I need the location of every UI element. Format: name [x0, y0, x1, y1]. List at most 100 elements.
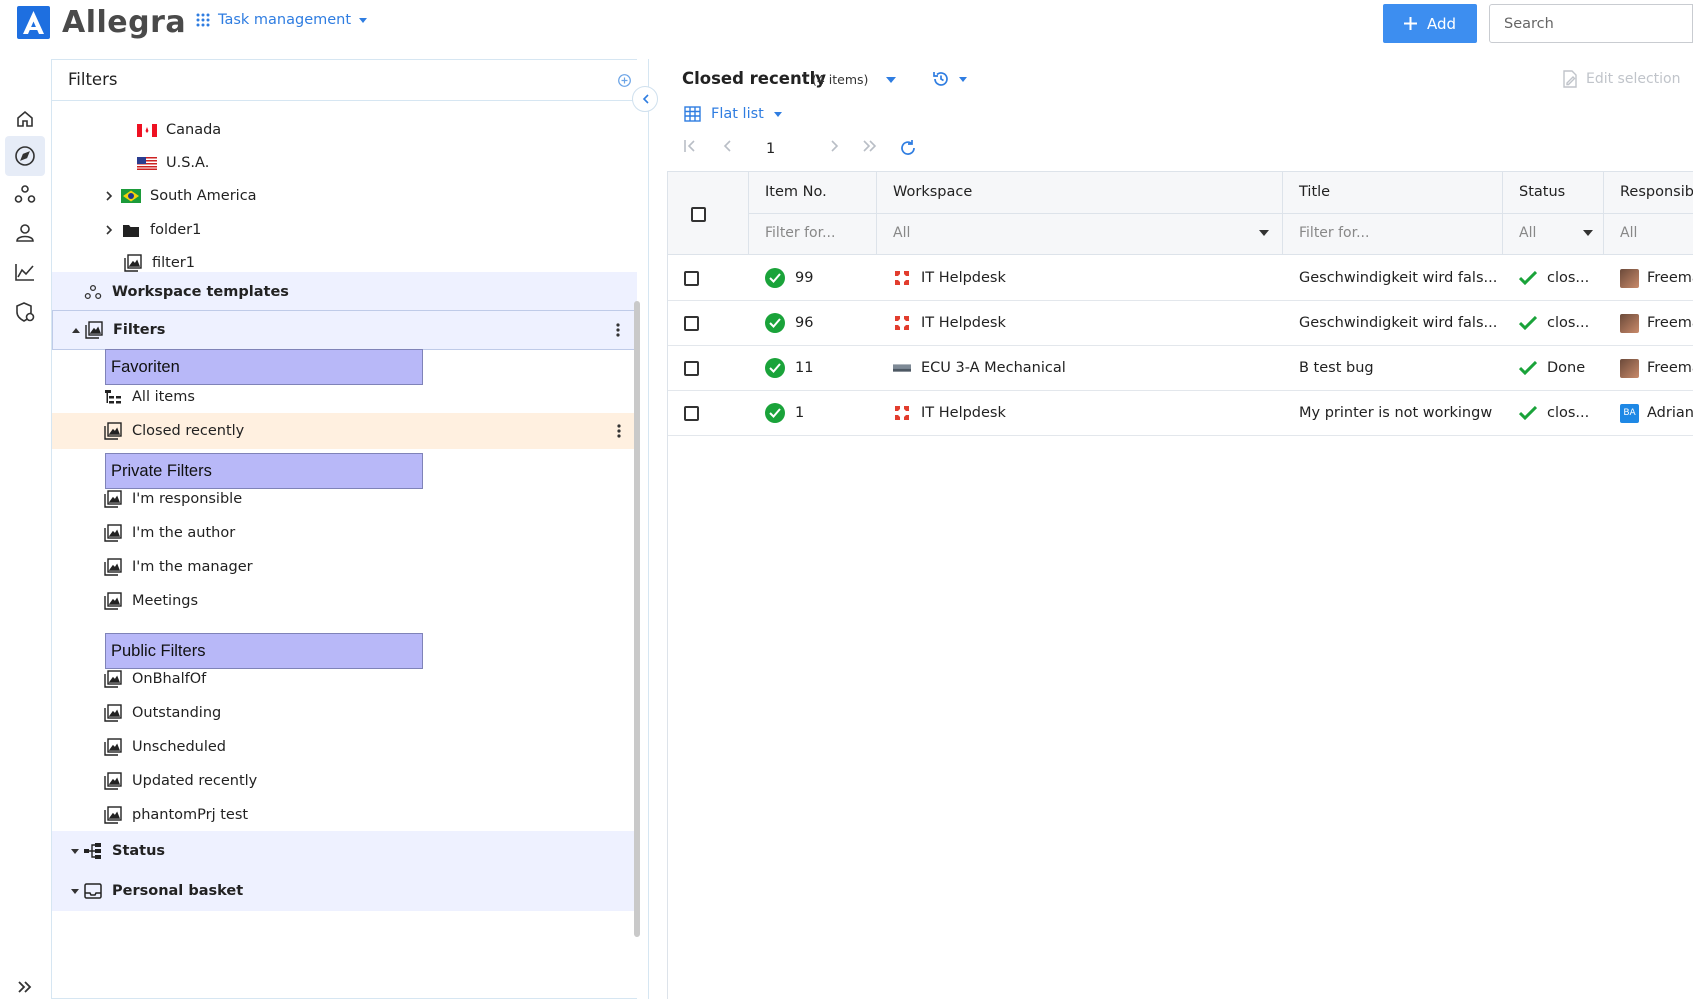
- history-clock-icon: [933, 72, 948, 86]
- column-workspace[interactable]: Workspace All: [877, 172, 1283, 255]
- tree-item-updated-recently[interactable]: Updated recently: [52, 763, 637, 799]
- chevron-right-icon[interactable]: [102, 191, 116, 201]
- filter-image-icon: [102, 490, 124, 508]
- previous-page-icon[interactable]: [723, 140, 732, 152]
- responsible-name: Adrian: [1647, 405, 1693, 421]
- responsible-name: Freema: [1647, 270, 1693, 286]
- column-filter-select[interactable]: All: [1620, 225, 1638, 241]
- row-checkbox[interactable]: [684, 405, 699, 421]
- filters-panel-scrollbar[interactable]: [634, 301, 640, 937]
- tree-item-outstanding[interactable]: Outstanding: [52, 695, 637, 731]
- reports-chart-icon[interactable]: [10, 257, 40, 287]
- status-label: clos...: [1547, 270, 1590, 286]
- inbox-tray-icon: [82, 883, 104, 899]
- item-title[interactable]: B test bug: [1299, 360, 1374, 376]
- item-title[interactable]: My printer is not workingw: [1299, 405, 1493, 421]
- last-page-icon[interactable]: [862, 140, 878, 152]
- tree-section-workspace-templates[interactable]: Workspace templates: [52, 272, 637, 312]
- lifebuoy-icon: [893, 404, 911, 422]
- checkmark-icon: [1519, 271, 1537, 285]
- table-row[interactable]: 99 IT Helpdesk Geschwindigkeit wird fals…: [668, 256, 1693, 301]
- tree-item-south-america[interactable]: South America: [52, 178, 637, 214]
- tree-item-filter1[interactable]: filter1: [52, 245, 637, 281]
- responsible-name: Freema: [1647, 360, 1693, 376]
- item-number[interactable]: 11: [795, 360, 814, 376]
- more-options-icon[interactable]: [617, 413, 621, 449]
- column-item-no[interactable]: Item No. Filter for...: [749, 172, 877, 255]
- explore-compass-icon[interactable]: [5, 136, 45, 176]
- tree-item-all-items[interactable]: All items: [52, 379, 637, 415]
- history-button[interactable]: [932, 70, 967, 88]
- tree-item-closed-recently[interactable]: Closed recently: [52, 413, 637, 449]
- person-icon[interactable]: [10, 218, 40, 248]
- caret-down-icon: [773, 111, 782, 117]
- row-checkbox[interactable]: [684, 270, 699, 286]
- filters-panel: Filters Canada U.S.A. South America f: [51, 59, 637, 999]
- tree-section-personal-basket[interactable]: Personal basket: [52, 871, 637, 911]
- expand-double-chevron-icon[interactable]: [10, 972, 40, 1002]
- add-filter-circle-icon[interactable]: [618, 74, 631, 87]
- row-checkbox[interactable]: [684, 315, 699, 331]
- avatar: BA: [1620, 403, 1639, 423]
- status-label: Done: [1547, 360, 1586, 376]
- search-input[interactable]: [1489, 4, 1693, 43]
- edit-selection-button[interactable]: Edit selection: [1562, 70, 1681, 88]
- tree-item-onbhalfof[interactable]: OnBhalfOf: [52, 661, 637, 697]
- column-filter-input[interactable]: Filter for...: [1299, 225, 1370, 241]
- table-row[interactable]: 1 IT Helpdesk My printer is not workingw…: [668, 391, 1693, 436]
- tree-item-im-the-manager[interactable]: I'm the manager: [52, 549, 637, 585]
- column-filter-select[interactable]: All: [1519, 225, 1537, 241]
- tree-item-label: I'm responsible: [132, 491, 243, 507]
- column-title[interactable]: Title Filter for...: [1283, 172, 1503, 255]
- table-row[interactable]: 96 IT Helpdesk Geschwindigkeit wird fals…: [668, 301, 1693, 346]
- title-dropdown-caret-icon[interactable]: [886, 77, 896, 83]
- select-all-checkbox[interactable]: [691, 207, 706, 222]
- tree-section-filters[interactable]: Filters: [52, 310, 637, 350]
- first-page-icon[interactable]: [684, 140, 698, 152]
- chevron-right-icon[interactable]: [102, 225, 116, 235]
- caret-down-icon[interactable]: [68, 848, 82, 854]
- tree-item-label: South America: [150, 188, 257, 204]
- caret-up-icon[interactable]: [69, 327, 83, 333]
- item-number[interactable]: 1: [795, 405, 805, 421]
- more-options-icon[interactable]: [616, 311, 620, 349]
- module-selector[interactable]: Task management: [196, 12, 368, 28]
- section-label: Status: [112, 843, 166, 859]
- home-icon[interactable]: [10, 104, 40, 134]
- tree-item-unscheduled[interactable]: Unscheduled: [52, 729, 637, 765]
- refresh-icon[interactable]: [899, 139, 917, 157]
- caret-down-icon[interactable]: [1259, 230, 1269, 236]
- workspaces-icon[interactable]: [10, 179, 40, 209]
- item-number[interactable]: 99: [795, 270, 814, 286]
- view-mode-selector[interactable]: Flat list: [684, 106, 782, 122]
- group-header-public-filters: Public Filters: [105, 633, 423, 669]
- next-page-icon[interactable]: [830, 140, 839, 152]
- collapse-panel-button[interactable]: [632, 86, 658, 112]
- tree-item-label: U.S.A.: [166, 155, 210, 171]
- column-responsible[interactable]: Responsibl All: [1604, 172, 1693, 255]
- tree-item-meetings[interactable]: Meetings: [52, 583, 637, 619]
- item-number[interactable]: 96: [795, 315, 814, 331]
- caret-down-icon[interactable]: [68, 888, 82, 894]
- tree-item-folder1[interactable]: folder1: [52, 212, 637, 248]
- add-button[interactable]: Add: [1383, 4, 1477, 43]
- column-filter-select[interactable]: All: [893, 225, 911, 241]
- tree-item-im-the-author[interactable]: I'm the author: [52, 515, 637, 551]
- caret-down-icon[interactable]: [1583, 230, 1593, 236]
- current-page[interactable]: 1: [766, 141, 776, 157]
- table-row[interactable]: 11 ECU 3-A Mechanical B test bug Done Fr…: [668, 346, 1693, 391]
- tree-item-usa[interactable]: U.S.A.: [52, 145, 637, 181]
- row-checkbox[interactable]: [684, 360, 699, 376]
- admin-shield-icon[interactable]: [10, 297, 40, 327]
- column-title: Workspace: [893, 184, 973, 200]
- column-status[interactable]: Status All: [1503, 172, 1604, 255]
- item-title[interactable]: Geschwindigkeit wird fals...: [1299, 315, 1498, 331]
- tree-section-status[interactable]: Status: [52, 831, 637, 871]
- tree-item-im-responsible[interactable]: I'm responsible: [52, 481, 637, 517]
- avatar: [1620, 268, 1639, 288]
- tree-item-canada[interactable]: Canada: [52, 112, 637, 148]
- allegra-logo-icon[interactable]: [17, 6, 50, 39]
- item-title[interactable]: Geschwindigkeit wird fals...: [1299, 270, 1498, 286]
- column-filter-input[interactable]: Filter for...: [765, 225, 836, 241]
- tree-item-phantomprj-test[interactable]: phantomPrj test: [52, 797, 637, 833]
